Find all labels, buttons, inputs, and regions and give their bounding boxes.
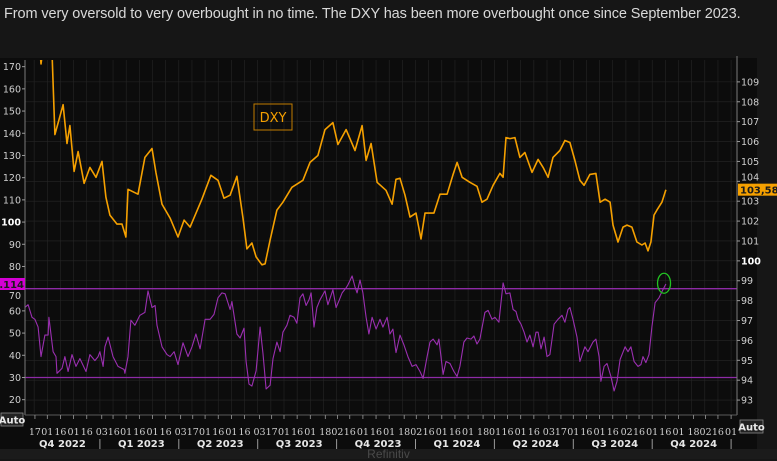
date-tick-label: 16 (449, 427, 461, 438)
right-tick-label: 109 (741, 77, 759, 88)
date-tick-label: 01 (304, 427, 316, 438)
date-tick-label: 16 (633, 427, 645, 438)
date-tick-label: 01 (146, 427, 158, 438)
date-tick-label: 01 (515, 427, 527, 438)
left-tick-label: 150 (3, 107, 21, 118)
date-tick-label: 16 (81, 427, 93, 438)
left-tick-label: 40 (9, 351, 21, 362)
left-tick-label: 20 (9, 395, 21, 406)
date-tick-label: 01 (41, 427, 53, 438)
left-tick-label: 80 (9, 262, 21, 273)
price-last-value: 103,581 (740, 186, 777, 197)
right-tick-label: 93 (741, 396, 753, 407)
auto-right-button[interactable]: Auto (738, 420, 765, 434)
right-tick-label: 100 (741, 256, 761, 267)
footer-bar: Refinitiv (0, 449, 777, 459)
date-tick-label: 01 (199, 427, 211, 438)
date-tick-label: 16 (54, 427, 66, 438)
date-tick-label: 16 (160, 427, 172, 438)
left-tick-label: 160 (3, 84, 21, 95)
date-tick-label: 16 (370, 427, 382, 438)
rsi-last-value-tag-group: 72.114 (0, 278, 25, 291)
right-tick-label: 106 (741, 137, 759, 148)
right-tick-label: 97 (741, 316, 753, 327)
right-tick-label: 94 (741, 376, 753, 387)
right-tick-label: 96 (741, 336, 753, 347)
right-tick-label: 101 (741, 236, 759, 247)
date-tick-label: 01 (357, 427, 369, 438)
left-tick-label: 140 (3, 129, 21, 140)
right-tick-label: 98 (741, 296, 753, 307)
date-tick-label: 18 (687, 427, 699, 438)
right-tick-label: 104 (741, 173, 759, 184)
date-tick-label: 03 (543, 427, 555, 438)
right-tick-label: 102 (741, 217, 759, 228)
right-tick-label: 108 (741, 97, 759, 108)
left-tick-label: 70 (9, 291, 21, 302)
legend-label-dxy: DXY (260, 111, 287, 126)
date-tick-label: 16 (108, 427, 120, 438)
date-tick-label: 03 (96, 427, 108, 438)
right-tick-label: 105 (741, 157, 759, 168)
date-tick-label: 17 (29, 427, 41, 438)
left-tick-label: 100 (1, 218, 21, 229)
date-tick-label: 02 (621, 427, 633, 438)
date-tick-label: 16 (712, 427, 724, 438)
left-tick-label: 60 (9, 306, 21, 317)
date-tick-label: 16 (344, 427, 356, 438)
left-tick-label: 170 (3, 62, 21, 73)
date-tick-label: 18 (319, 427, 331, 438)
date-tick-label: 01 (489, 427, 501, 438)
left-tick-label: 120 (3, 173, 21, 184)
date-tick-label: 01 (436, 427, 448, 438)
left-tick-label: 30 (9, 373, 21, 384)
date-tick-label: 16 (291, 427, 303, 438)
date-tick-label: 18 (477, 427, 489, 438)
date-tick-label: 17 (555, 427, 567, 438)
auto-left-button[interactable]: Auto (0, 413, 25, 427)
left-tick-label: 130 (3, 151, 21, 162)
date-tick-label: 17 (266, 427, 278, 438)
date-tick-label: 01 (68, 427, 80, 438)
right-tick-label: 95 (741, 356, 753, 367)
date-tick-label: 03 (175, 427, 187, 438)
date-tick-label: 02 (410, 427, 422, 438)
date-tick-label: 16 (423, 427, 435, 438)
date-tick-label: 01 (672, 427, 684, 438)
date-tick-label: 02 (331, 427, 343, 438)
date-tick-label: 18 (398, 427, 410, 438)
date-tick-label: 16 (528, 427, 540, 438)
right-tick-label: 107 (741, 117, 759, 128)
date-tick-label: 16 (607, 427, 619, 438)
date-tick-label: 01 (646, 427, 658, 438)
date-tick-label: 01 (225, 427, 237, 438)
right-tick-label: 103 (741, 197, 759, 208)
date-tick-label: 01 (120, 427, 132, 438)
date-tick-label: 01 (462, 427, 474, 438)
right-tick-label: 99 (741, 276, 753, 287)
date-tick-label: 16 (133, 427, 145, 438)
gridlines (25, 60, 737, 413)
date-tick-label: 16 (212, 427, 224, 438)
date-tick-label: 01 (278, 427, 290, 438)
date-tick-label: 17 (187, 427, 199, 438)
left-tick-label: 90 (9, 240, 21, 251)
date-tick-label: 16 (580, 427, 592, 438)
auto-right-label[interactable]: Auto (738, 423, 765, 434)
date-tick-label: 01 (594, 427, 606, 438)
date-tick-label: 01 (567, 427, 579, 438)
date-tick-label: 16 (659, 427, 671, 438)
date-tick-label: 03 (253, 427, 265, 438)
auto-left-label[interactable]: Auto (0, 416, 25, 427)
date-tick-label: 01 (725, 427, 737, 438)
date-tick-label: 02 (700, 427, 712, 438)
left-tick-label: 110 (3, 195, 21, 206)
date-tick-label: 01 (383, 427, 395, 438)
left-tick-label: 50 (9, 329, 21, 340)
date-tick-label: 16 (239, 427, 251, 438)
rsi-last-value: 72.114 (0, 280, 24, 291)
date-tick-label: 16 (502, 427, 514, 438)
